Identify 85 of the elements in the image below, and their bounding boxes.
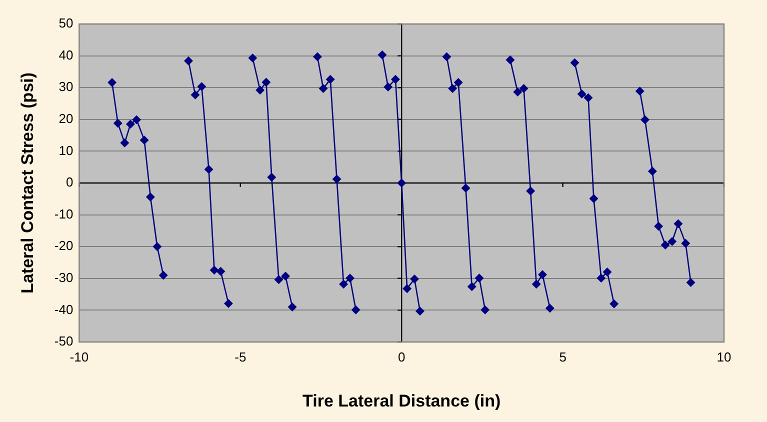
point bbox=[519, 84, 528, 94]
point bbox=[513, 88, 522, 97]
x-tick-label: -10 bbox=[70, 349, 89, 364]
point bbox=[326, 74, 335, 84]
point bbox=[351, 305, 360, 314]
y-tick-label: 0 bbox=[66, 174, 74, 190]
point bbox=[224, 299, 233, 308]
point bbox=[267, 172, 276, 182]
y-tick-label: 20 bbox=[58, 110, 74, 126]
point bbox=[538, 270, 547, 280]
point bbox=[681, 238, 690, 248]
point bbox=[589, 194, 598, 204]
point bbox=[532, 280, 541, 289]
point bbox=[610, 299, 619, 308]
x-tick-label: 0 bbox=[398, 349, 406, 364]
point bbox=[461, 184, 470, 193]
point bbox=[686, 278, 696, 288]
x-axis-title: Tire Lateral Distance (in) bbox=[302, 391, 501, 410]
y-tick-label: -30 bbox=[54, 270, 74, 285]
y-tick-label: -20 bbox=[54, 238, 74, 254]
point bbox=[146, 192, 155, 202]
point bbox=[216, 266, 226, 276]
point bbox=[454, 78, 463, 88]
y-axis-title: Lateral Contact Stress (psi) bbox=[18, 72, 37, 294]
point bbox=[474, 274, 484, 283]
point bbox=[248, 54, 258, 63]
point bbox=[390, 74, 400, 84]
point bbox=[668, 237, 677, 246]
point bbox=[346, 274, 355, 283]
point bbox=[204, 164, 214, 174]
point bbox=[113, 118, 122, 128]
point bbox=[602, 268, 612, 277]
x-tick-label: 10 bbox=[716, 349, 732, 364]
point bbox=[288, 302, 297, 312]
point bbox=[126, 120, 135, 129]
point bbox=[158, 270, 168, 280]
point bbox=[448, 84, 458, 94]
point bbox=[415, 306, 424, 316]
point bbox=[378, 50, 387, 60]
point bbox=[262, 78, 271, 87]
point bbox=[274, 275, 284, 284]
point bbox=[596, 274, 606, 283]
point bbox=[318, 84, 328, 94]
point bbox=[281, 272, 290, 281]
point bbox=[312, 52, 322, 62]
point bbox=[402, 284, 412, 294]
point bbox=[674, 219, 683, 228]
y-tick-label: 10 bbox=[58, 142, 74, 158]
point bbox=[120, 138, 130, 148]
point bbox=[635, 86, 644, 96]
point bbox=[442, 52, 452, 62]
y-tick-label: -50 bbox=[54, 334, 74, 349]
y-tick-label: 50 bbox=[58, 16, 74, 31]
point bbox=[660, 240, 670, 250]
y-tick-label: -10 bbox=[54, 206, 74, 222]
point bbox=[480, 305, 490, 314]
point bbox=[506, 55, 515, 64]
point bbox=[339, 280, 348, 289]
point bbox=[577, 89, 586, 98]
y-tick-label: 30 bbox=[58, 79, 74, 94]
x-tick-label: 5 bbox=[559, 349, 566, 364]
point bbox=[584, 93, 593, 102]
point bbox=[132, 115, 142, 124]
point bbox=[210, 266, 219, 275]
point bbox=[526, 186, 536, 196]
point bbox=[570, 58, 580, 68]
x-tick-label: -5 bbox=[234, 349, 246, 364]
point bbox=[184, 56, 193, 66]
point bbox=[410, 274, 419, 284]
point bbox=[397, 178, 406, 188]
point bbox=[545, 304, 554, 313]
point bbox=[648, 166, 657, 176]
point bbox=[467, 282, 476, 292]
point bbox=[256, 86, 265, 95]
point bbox=[152, 242, 162, 252]
y-tick-label: 40 bbox=[58, 47, 74, 62]
point bbox=[654, 222, 664, 231]
y-tick-label: -40 bbox=[54, 302, 74, 317]
point bbox=[197, 82, 206, 92]
point bbox=[384, 82, 393, 92]
point bbox=[108, 78, 117, 88]
point bbox=[332, 174, 342, 184]
point bbox=[640, 115, 650, 124]
point bbox=[190, 90, 200, 100]
point bbox=[140, 136, 149, 145]
